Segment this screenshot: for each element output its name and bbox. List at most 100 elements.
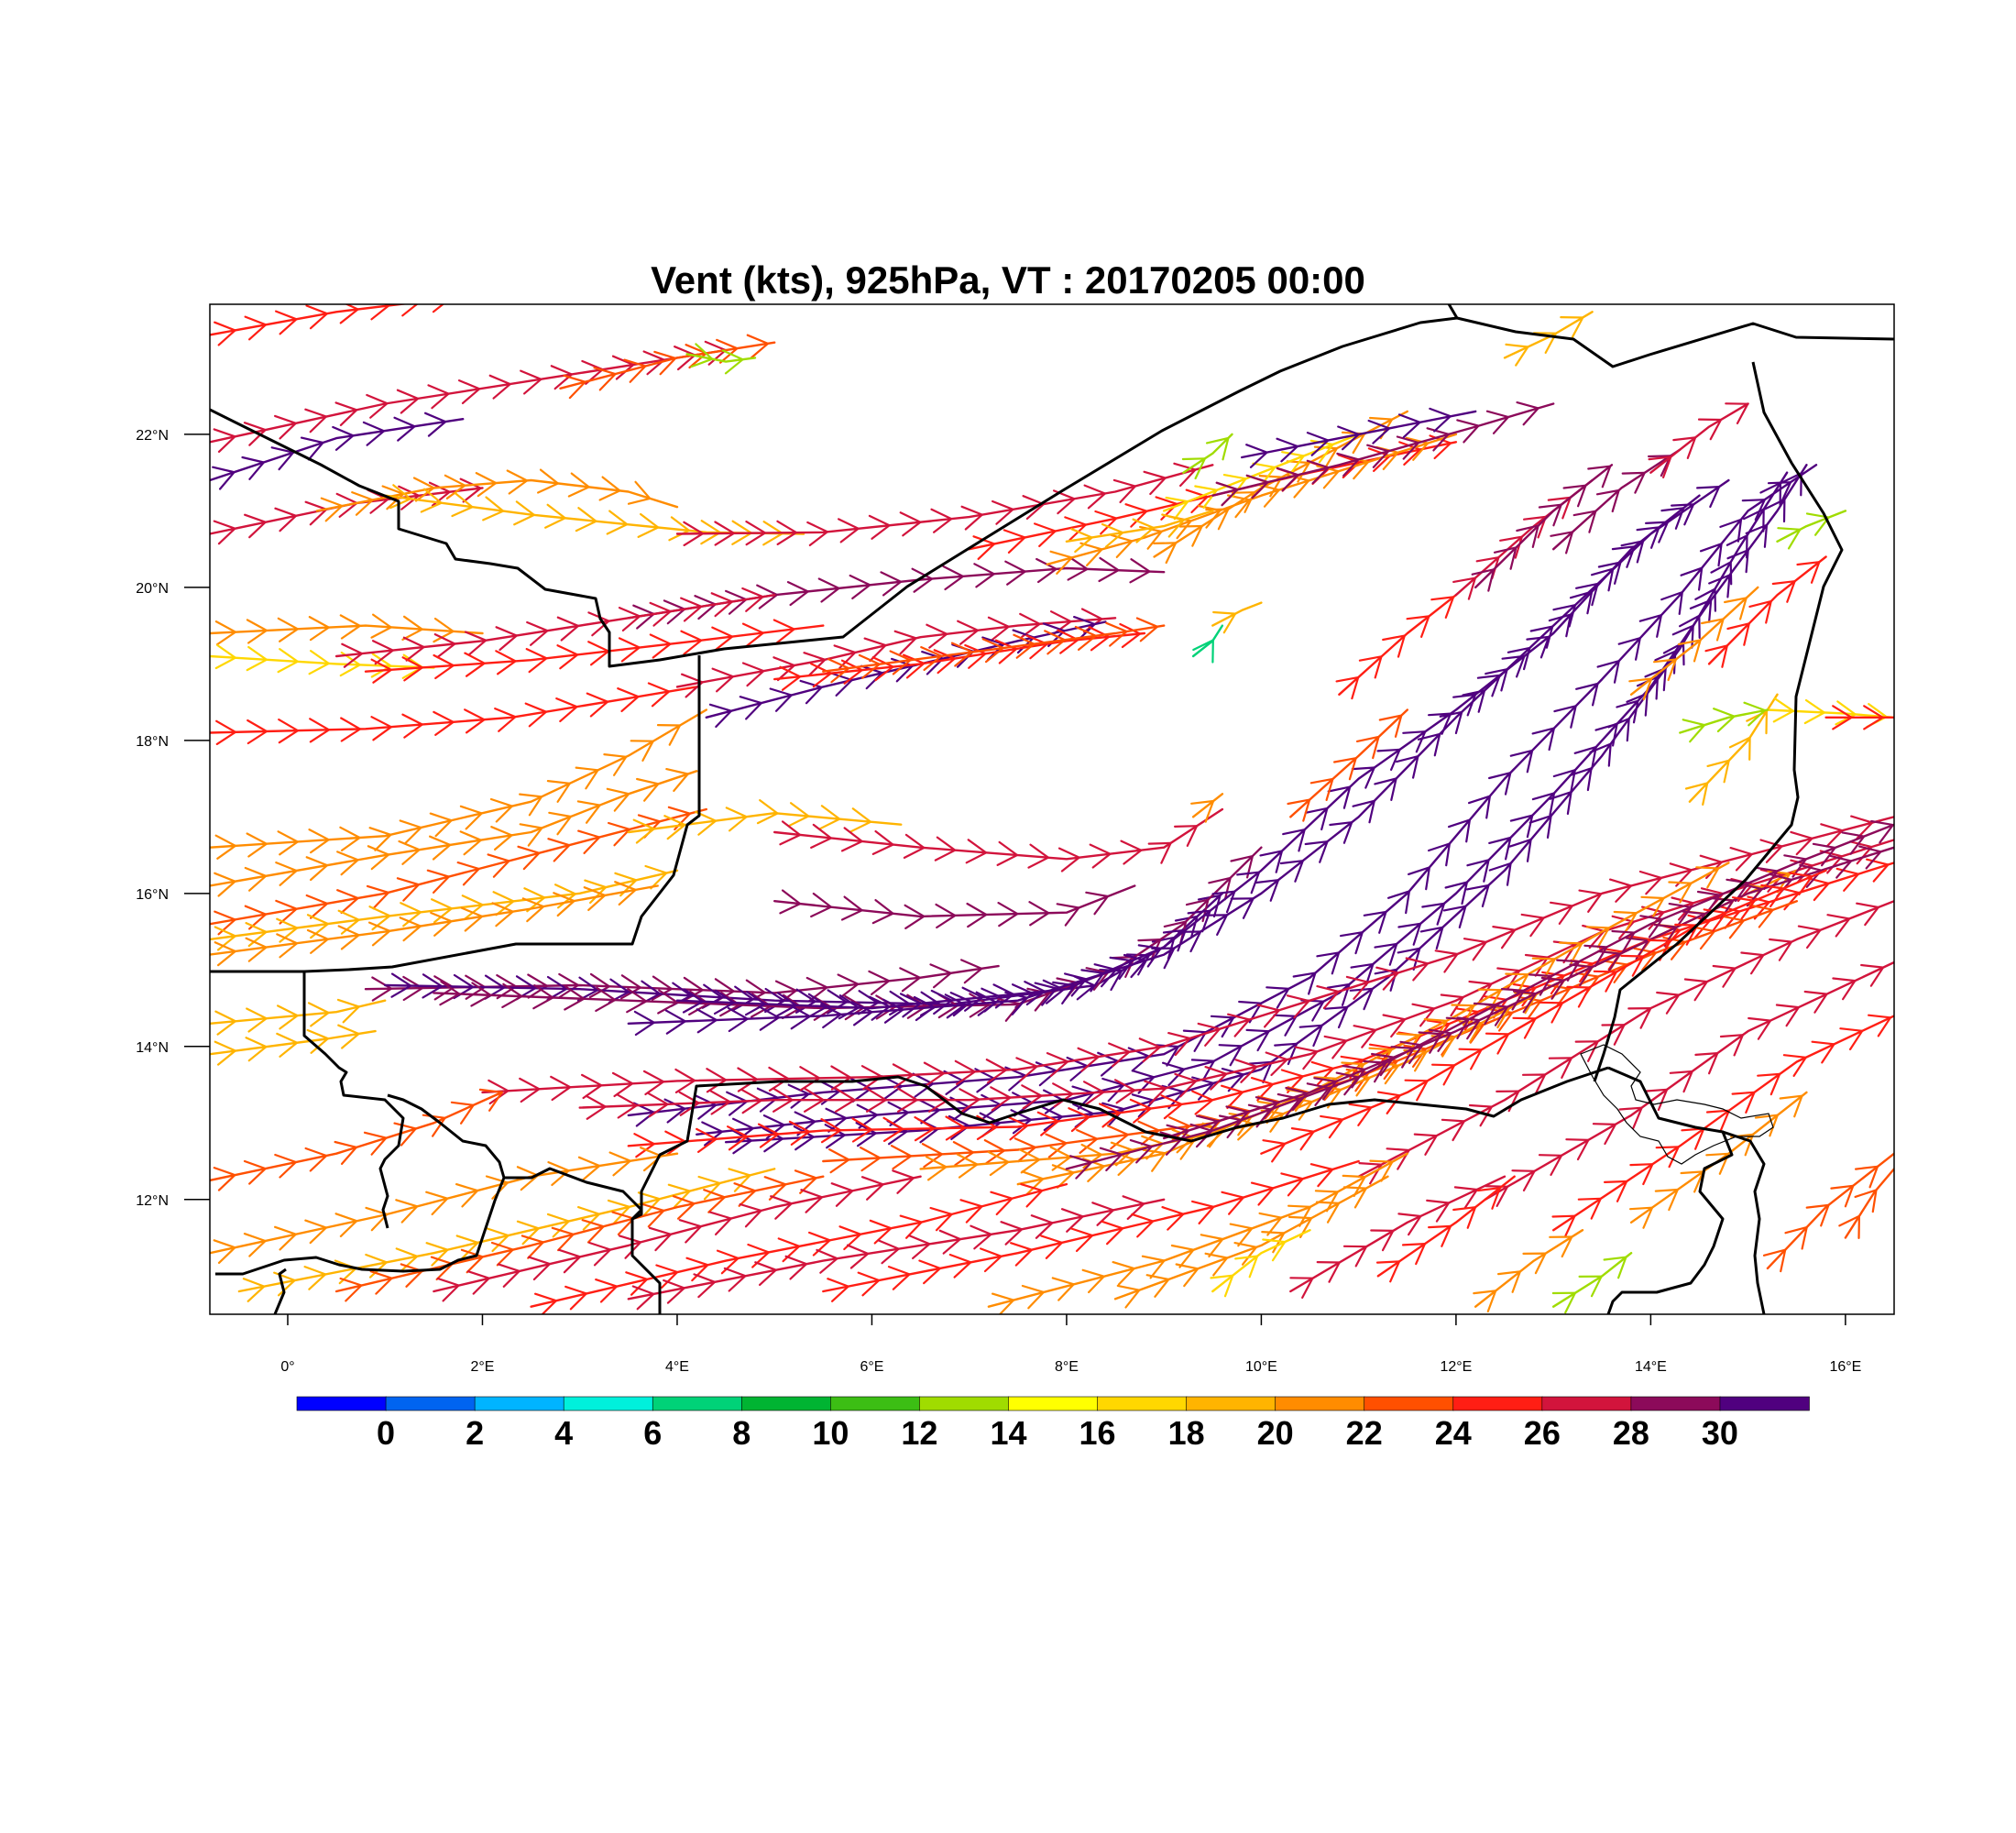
wind-arrow xyxy=(470,982,492,1007)
wind-arrow xyxy=(1592,1123,1616,1146)
x-tick-label: 2°E xyxy=(470,1359,494,1375)
wind-arrow xyxy=(1015,1057,1038,1082)
streamline xyxy=(773,807,1224,861)
wind-arrow xyxy=(491,902,514,927)
wind-arrow xyxy=(1462,689,1486,713)
wind-arrow xyxy=(450,1101,475,1125)
wind-arrow xyxy=(519,1077,541,1103)
wind-arrow xyxy=(1660,591,1683,615)
wind-arrow xyxy=(960,505,983,531)
wind-arrow xyxy=(334,401,358,426)
wind-arrow xyxy=(433,710,455,736)
wind-arrow xyxy=(245,1037,268,1062)
colorbar-label: 28 xyxy=(1613,1414,1649,1452)
wind-arrow xyxy=(1079,542,1103,566)
wind-arrow xyxy=(926,1156,948,1181)
streamline xyxy=(1649,402,1749,474)
wind-arrow xyxy=(688,990,710,1015)
wind-arrow xyxy=(1516,401,1539,426)
wind-arrow xyxy=(1440,993,1464,1017)
wind-arrow xyxy=(838,518,860,543)
wind-arrow xyxy=(889,650,912,675)
wind-arrow xyxy=(983,1139,1006,1165)
wind-arrow xyxy=(1677,639,1702,663)
wind-arrow xyxy=(1324,1005,1349,1029)
wind-arrow xyxy=(546,1213,570,1238)
wind-arrow xyxy=(764,987,785,1014)
wind-arrow xyxy=(1754,1114,1779,1137)
wind-arrow xyxy=(1531,792,1556,817)
wind-arrow xyxy=(1601,1024,1626,1046)
streamline xyxy=(1191,624,1224,658)
wind-arrow xyxy=(606,510,629,535)
wind-arrow xyxy=(1210,1274,1234,1298)
wind-arrow xyxy=(244,905,268,930)
wind-arrow xyxy=(1799,863,1823,888)
wind-arrow xyxy=(341,642,364,668)
wind-arrow xyxy=(244,315,268,341)
border-mali-burkina xyxy=(302,971,405,1229)
wind-arrow xyxy=(1236,871,1261,895)
wind-arrow xyxy=(524,702,548,728)
wind-arrow xyxy=(1287,798,1311,822)
streamline xyxy=(1260,869,1827,1155)
wind-arrow xyxy=(1516,524,1539,548)
wind-arrow xyxy=(393,416,416,442)
wind-arrow xyxy=(618,607,641,631)
wind-arrow xyxy=(340,717,362,742)
wind-arrow xyxy=(649,633,672,659)
colorbar-swatch xyxy=(1719,1396,1810,1411)
wind-arrow xyxy=(840,895,863,921)
wind-arrow xyxy=(466,1270,490,1295)
wind-arrow xyxy=(827,989,848,1015)
wind-arrow xyxy=(1660,507,1685,530)
wind-arrow xyxy=(1285,1086,1309,1111)
wind-arrow xyxy=(1522,1252,1547,1275)
wind-arrow xyxy=(1870,819,1894,844)
wind-arrow xyxy=(1262,1139,1287,1163)
wind-arrow xyxy=(663,1098,686,1124)
wind-arrow xyxy=(362,421,386,446)
wind-arrow xyxy=(1021,1284,1045,1310)
wind-arrow xyxy=(214,941,236,967)
colorbar-swatch xyxy=(563,1396,654,1411)
wind-arrow xyxy=(1868,1014,1892,1037)
wind-arrow xyxy=(954,1059,976,1085)
wind-arrow xyxy=(1348,1103,1373,1126)
wind-arrow xyxy=(912,1072,935,1098)
wind-arrow xyxy=(1551,1214,1576,1237)
wind-arrow xyxy=(957,620,980,645)
wind-arrow xyxy=(308,829,330,854)
wind-arrow xyxy=(214,910,236,936)
wind-arrow xyxy=(803,652,827,676)
streamline xyxy=(210,418,465,482)
wind-arrow xyxy=(1205,508,1230,531)
wind-arrow xyxy=(1073,616,1096,641)
wind-arrow xyxy=(788,1120,811,1146)
wind-arrow xyxy=(464,652,486,677)
wind-arrow xyxy=(611,1071,634,1098)
wind-arrow xyxy=(1378,714,1403,738)
wind-arrow xyxy=(981,638,1004,664)
wind-arrow xyxy=(774,980,797,1005)
wind-arrow xyxy=(1790,830,1813,856)
colorbar-swatch xyxy=(1452,1396,1543,1411)
wind-arrow xyxy=(1477,988,1502,1011)
streamline xyxy=(237,1168,776,1293)
wind-arrow xyxy=(1094,510,1118,535)
wind-arrow xyxy=(1680,566,1704,591)
wind-arrow xyxy=(751,993,772,1018)
wind-arrow xyxy=(581,1219,605,1244)
wind-arrow xyxy=(711,667,734,693)
wind-arrow xyxy=(1197,504,1222,529)
wind-arrow xyxy=(769,687,793,712)
wind-arrow xyxy=(1248,1060,1273,1083)
wind-arrow xyxy=(1826,914,1851,938)
wind-arrow xyxy=(828,1148,850,1174)
wind-arrow xyxy=(1759,481,1782,506)
wind-arrow xyxy=(277,617,299,642)
wind-arrow xyxy=(1421,902,1446,926)
wind-arrow xyxy=(921,651,945,675)
wind-arrow xyxy=(1805,1203,1830,1227)
wind-arrow xyxy=(929,963,952,989)
